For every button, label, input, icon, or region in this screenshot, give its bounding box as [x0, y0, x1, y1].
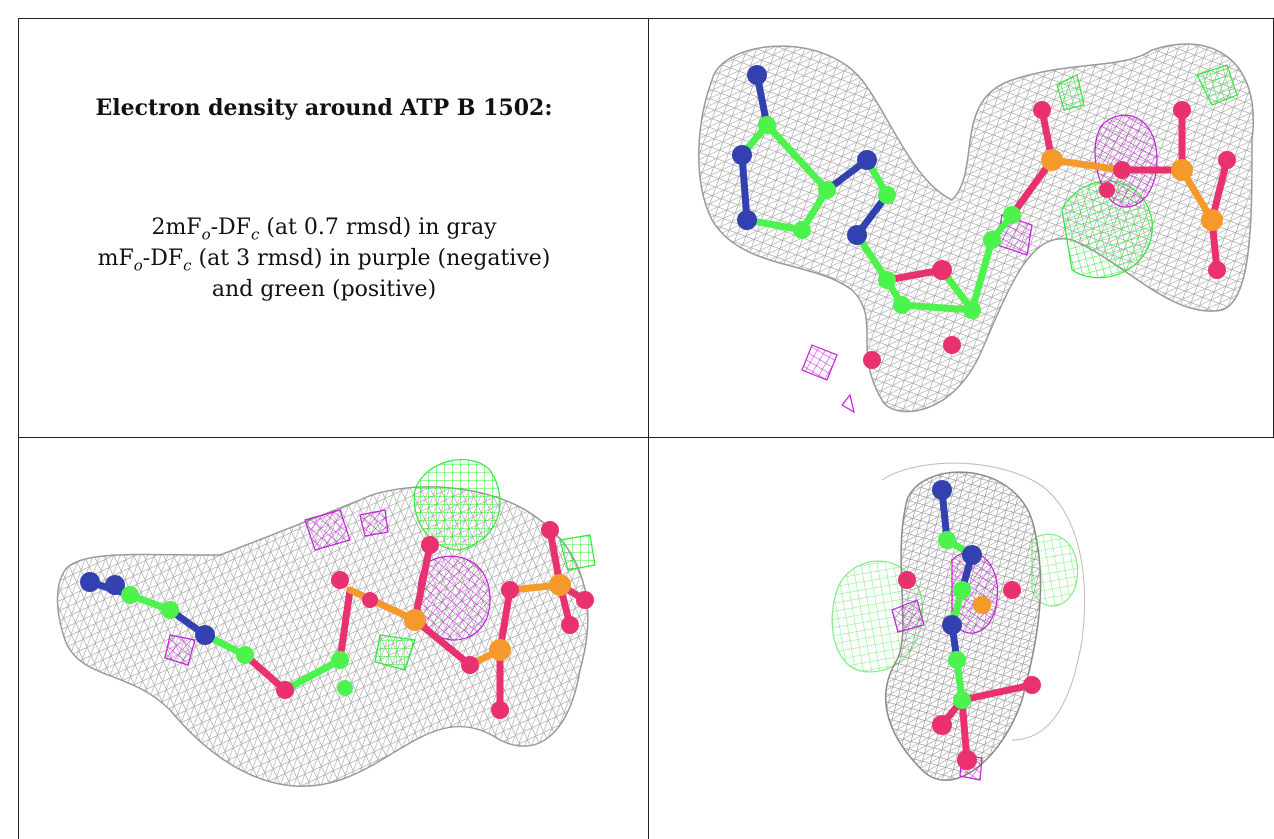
caption-line-fofc: mFo-DFc (at 3 rmsd) in purple (negative) [18, 243, 630, 274]
grid-top-border [18, 18, 1274, 19]
atp-atoms [80, 521, 594, 719]
line2-pre: mF [97, 246, 134, 271]
atp-atoms [732, 65, 1236, 369]
atp-atoms [898, 480, 1041, 770]
caption-cell: Electron density around ATP B 1502: 2mFo… [18, 0, 630, 437]
line2-sub-c: c [183, 256, 192, 275]
density-render-3 [831, 462, 1085, 781]
line1-post: (at 0.7 rmsd) in gray [259, 215, 497, 240]
positive-density-mesh [374, 459, 596, 671]
density-render-1 [698, 43, 1254, 414]
grid-center-divider [648, 18, 649, 839]
line2-sub-o: o [133, 256, 143, 275]
density-render-2 [56, 459, 596, 787]
line1-pre: 2mF [151, 215, 202, 240]
line1-sub-c: c [250, 225, 260, 244]
density-view-top-right [652, 20, 1272, 435]
density-view-bottom-right [652, 440, 1272, 839]
negative-density-mesh [164, 509, 491, 666]
grid-middle-border [18, 437, 1274, 438]
caption-line-2fofc: 2mFo-DFc (at 0.7 rmsd) in gray [18, 212, 630, 243]
caption-title: Electron density around ATP B 1502: [95, 95, 553, 121]
caption-description: 2mFo-DFc (at 0.7 rmsd) in gray mFo-DFc (… [18, 212, 630, 305]
grid-left-border [18, 18, 19, 839]
caption-line-colors: and green (positive) [211, 277, 437, 302]
line1-sub-o: o [201, 225, 211, 244]
line1-mid: -DF [210, 215, 251, 240]
line2-mid: -DF [142, 246, 184, 271]
line2-post: (at 3 rmsd) in purple (negative) [191, 246, 551, 271]
density-view-bottom-left [20, 440, 646, 839]
